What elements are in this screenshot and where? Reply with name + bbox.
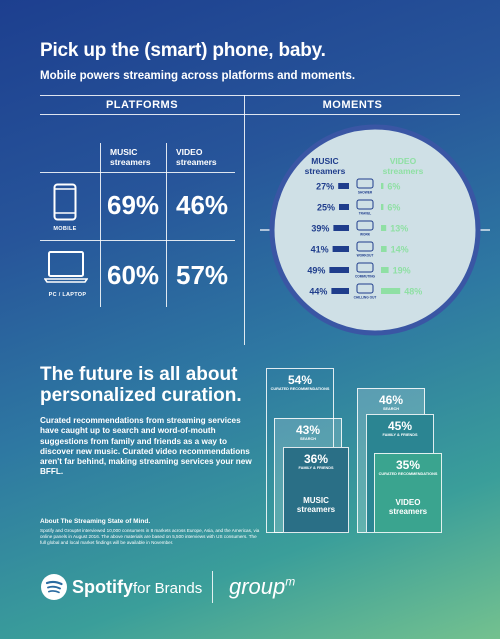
moment-chilling-out-icon bbox=[356, 283, 374, 294]
moment-shower-icon bbox=[356, 178, 374, 189]
moment-video-bar bbox=[381, 267, 389, 273]
footer-divider bbox=[212, 571, 213, 603]
page-subtitle: Mobile powers streaming across platforms… bbox=[40, 70, 356, 82]
music-curated-pct: 54% bbox=[287, 373, 313, 387]
moment-music-value: 41% bbox=[311, 245, 329, 255]
moment-video-bar bbox=[381, 225, 387, 231]
curation-paragraph: Curated recommendations from streaming s… bbox=[40, 416, 252, 477]
platforms-col-rule-1 bbox=[100, 143, 101, 307]
platforms-heading: PLATFORMS bbox=[105, 99, 179, 111]
moment-music-bar bbox=[332, 246, 349, 252]
moment-video-bar bbox=[381, 204, 384, 210]
video-box-curated: 35% CURATED RECOMMENDATIONS VIDEO streame… bbox=[374, 453, 442, 533]
spotify-icon bbox=[41, 574, 67, 600]
laptop-icon bbox=[44, 251, 88, 283]
moment-label: COMMUTING bbox=[355, 275, 376, 279]
moments-video-heading-2: streamers bbox=[383, 166, 424, 176]
platforms-col-music: MUSIC streamers bbox=[110, 147, 151, 167]
page-title: Pick up the (smart) phone, baby. bbox=[40, 40, 326, 61]
video-curated-pct: 35% bbox=[395, 458, 421, 472]
platform-mobile-video: 46% bbox=[176, 190, 229, 220]
moments-music-heading-2: streamers bbox=[305, 166, 346, 176]
section-divider bbox=[244, 95, 245, 345]
moment-workout-icon bbox=[356, 241, 374, 252]
section-top-rule bbox=[40, 95, 460, 96]
platform-mobile-music: 69% bbox=[107, 190, 160, 220]
moments-video-heading-1: VIDEO bbox=[390, 156, 417, 166]
moment-video-value: 19% bbox=[393, 266, 411, 276]
platforms-col-rule-2 bbox=[166, 143, 167, 307]
platforms-col-video: VIDEO streamers bbox=[176, 147, 217, 167]
music-search-label: SEARCH bbox=[299, 437, 317, 441]
spotify-wordmark: Spotifyfor Brands bbox=[72, 577, 203, 597]
moment-label: WORK bbox=[360, 233, 371, 237]
moment-label: WORKOUT bbox=[357, 254, 374, 258]
moment-commuting-icon bbox=[356, 262, 374, 273]
moment-music-value: 39% bbox=[311, 224, 329, 234]
moment-video-bar bbox=[381, 183, 384, 189]
moment-music-bar bbox=[329, 267, 349, 273]
moment-music-bar bbox=[338, 183, 349, 189]
moment-video-value: 14% bbox=[391, 245, 409, 255]
moment-music-value: 27% bbox=[316, 182, 334, 192]
moment-video-value: 48% bbox=[404, 287, 422, 297]
moment-video-value: 6% bbox=[387, 203, 400, 213]
moment-travel-icon bbox=[356, 199, 374, 210]
music-search-pct: 43% bbox=[295, 423, 321, 437]
smartphone-icon bbox=[53, 183, 77, 221]
moment-music-bar bbox=[333, 225, 349, 231]
platforms-row-rule-1 bbox=[40, 172, 235, 173]
moment-video-value: 6% bbox=[387, 182, 400, 192]
moment-music-value: 25% bbox=[317, 203, 335, 213]
moment-label: CHILLING OUT bbox=[354, 296, 377, 300]
moment-video-bar bbox=[381, 288, 401, 294]
groupm-logo: groupm bbox=[229, 574, 296, 599]
moment-music-value: 44% bbox=[309, 287, 327, 297]
platform-label-pc: PC / LAPTOP bbox=[48, 292, 87, 298]
moment-work-icon bbox=[356, 220, 374, 231]
video-curated-label: CURATED RECOMMENDATIONS bbox=[378, 472, 438, 476]
moments-heading: MOMENTS bbox=[322, 99, 383, 111]
platform-pc-music: 60% bbox=[107, 260, 160, 290]
moment-music-bar bbox=[339, 204, 349, 210]
section-head-rule bbox=[40, 114, 460, 115]
moment-label: TRAVEL bbox=[359, 212, 372, 216]
music-box-footer: MUSIC streamers bbox=[296, 496, 336, 514]
moments-music-heading-1: MUSIC bbox=[311, 156, 338, 166]
about-heading: About The Streaming State of Mind. bbox=[40, 518, 151, 525]
platform-pc-video: 57% bbox=[176, 260, 229, 290]
moment-music-value: 49% bbox=[307, 266, 325, 276]
music-friends-label: FAMILY & FRIENDS bbox=[298, 466, 334, 470]
moment-music-bar bbox=[331, 288, 349, 294]
moment-label: SHOWER bbox=[358, 191, 373, 195]
moment-video-value: 13% bbox=[390, 224, 408, 234]
curation-heading: The future is all about personalized cur… bbox=[40, 364, 242, 406]
platforms-row-rule-2 bbox=[40, 240, 235, 241]
video-friends-pct: 45% bbox=[387, 419, 413, 433]
platform-label-mobile: MOBILE bbox=[53, 226, 77, 232]
music-curated-label: CURATED RECOMMENDATIONS bbox=[270, 387, 330, 391]
music-box-friends: 36% FAMILY & FRIENDS MUSIC streamers bbox=[283, 447, 349, 533]
moments-chart: MUSIC streamers VIDEO streamers 27% 6% SHO… bbox=[260, 124, 490, 336]
video-box-footer: VIDEO streamers bbox=[388, 498, 428, 516]
music-friends-pct: 36% bbox=[303, 452, 329, 466]
video-friends-label: FAMILY & FRIENDS bbox=[382, 433, 418, 437]
video-search-pct: 46% bbox=[378, 393, 404, 407]
video-search-label: SEARCH bbox=[382, 407, 400, 411]
moments-circle bbox=[269, 124, 481, 336]
moment-video-bar bbox=[381, 246, 387, 252]
about-body: Spotify and GroupM interviewed 10,000 co… bbox=[40, 528, 260, 545]
